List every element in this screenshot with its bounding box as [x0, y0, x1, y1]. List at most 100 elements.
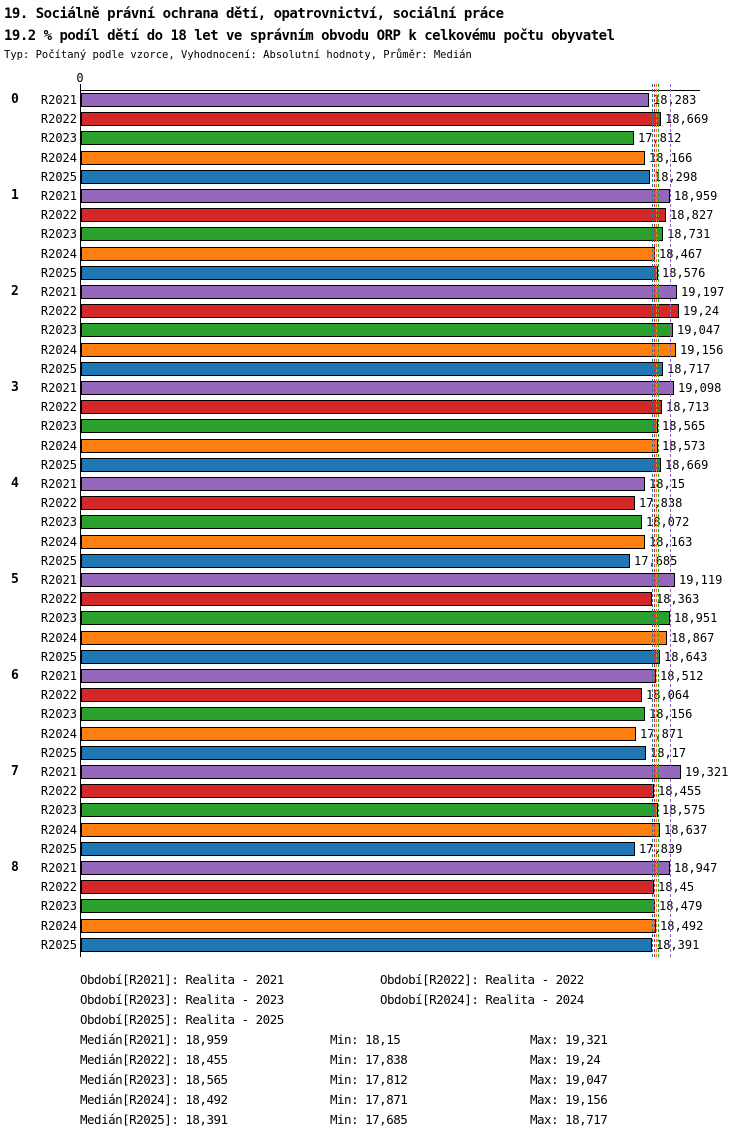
- bar-value-label: 18,492: [660, 918, 704, 933]
- bar-row-label: R2021: [40, 381, 77, 395]
- bar-value-label: 18,298: [654, 169, 698, 184]
- bar-row-label: R2022: [40, 880, 77, 895]
- bar-row-label: R2023: [40, 515, 77, 530]
- bar: [81, 189, 670, 203]
- legend-median-label: Medián[R2022]: 18,455: [80, 1052, 228, 1067]
- bar-value-label: 18,717: [667, 361, 711, 376]
- bar: [81, 342, 676, 357]
- legend-min-label: Min: 17,871: [330, 1092, 408, 1107]
- legend-period-label: Období[R2025]: Realita - 2025: [80, 1012, 284, 1027]
- bar-row-label: R2025: [40, 169, 77, 184]
- bar-value-label: 18,283: [653, 93, 697, 107]
- bar-row-label: R2024: [40, 630, 77, 645]
- bar-value-label: 18,947: [674, 861, 718, 875]
- bar-row-label: R2024: [40, 726, 77, 741]
- legend-min-label: Min: 17,685: [330, 1112, 408, 1127]
- bar: [81, 573, 675, 587]
- bar: [81, 131, 634, 146]
- bar-value-label: 18,643: [664, 649, 708, 664]
- bar-row-label: R2022: [40, 208, 77, 223]
- bar-value-label: 18,669: [665, 112, 709, 127]
- bar: [81, 630, 667, 645]
- bar-row-label: R2021: [40, 861, 77, 875]
- bar-value-label: 19,156: [680, 342, 724, 357]
- bar-row-label: R2023: [40, 131, 77, 146]
- legend-max-label: Max: 19,24: [530, 1052, 601, 1067]
- bar-value-label: 18,827: [670, 208, 714, 223]
- bar: [81, 265, 658, 280]
- bar: [81, 592, 652, 607]
- bar-row-label: R2024: [40, 438, 77, 453]
- bar-value-label: 18,455: [658, 784, 702, 799]
- bar-value-label: 18,17: [650, 745, 687, 760]
- group-label: 7: [11, 764, 19, 779]
- median-line: [654, 84, 655, 957]
- legend-max-label: Max: 19,156: [530, 1092, 608, 1107]
- group-label: 3: [11, 380, 19, 395]
- group-label: 1: [11, 188, 19, 203]
- bar-value-label: 19,119: [679, 573, 723, 587]
- bar-value-label: 17,812: [638, 131, 682, 146]
- bar: [81, 822, 660, 837]
- bar-row-label: R2025: [40, 553, 77, 568]
- bar-row-label: R2022: [40, 592, 77, 607]
- legend-median-label: Medián[R2023]: 18,565: [80, 1072, 228, 1087]
- x-axis-origin-label: 0: [76, 71, 84, 85]
- bar: [81, 323, 673, 338]
- bar-value-label: 17,685: [634, 553, 678, 568]
- bar-row-label: R2025: [40, 745, 77, 760]
- median-line: [656, 84, 657, 957]
- legend-max-label: Max: 18,717: [530, 1112, 608, 1127]
- bar: [81, 285, 677, 299]
- bar: [81, 112, 661, 127]
- legend-max-label: Max: 19,321: [530, 1032, 608, 1047]
- bar-value-label: 17,839: [639, 841, 683, 856]
- bar-value-label: 18,467: [659, 246, 703, 261]
- bar-row-label: R2023: [40, 227, 77, 242]
- legend-period-label: Období[R2021]: Realita - 2021: [80, 972, 284, 987]
- bar: [81, 93, 649, 107]
- bar-row-label: R2024: [40, 822, 77, 837]
- bar: [81, 246, 655, 261]
- bar: [81, 784, 654, 799]
- bar-value-label: 18,731: [667, 227, 711, 242]
- bar-value-label: 17,838: [639, 496, 683, 511]
- bar-row-label: R2025: [40, 361, 77, 376]
- bar-value-label: 18,45: [658, 880, 695, 895]
- bar-value-label: 19,197: [681, 285, 725, 299]
- bar-row-label: R2024: [40, 342, 77, 357]
- bar-row-label: R2021: [40, 573, 77, 587]
- bar-row-label: R2023: [40, 707, 77, 722]
- bar-row-label: R2022: [40, 784, 77, 799]
- bar: [81, 803, 658, 818]
- bar-row-label: R2022: [40, 688, 77, 703]
- bar-row-label: R2021: [40, 285, 77, 299]
- bar-row-label: R2021: [40, 765, 77, 779]
- bar-row-label: R2025: [40, 265, 77, 280]
- legend-max-label: Max: 19,047: [530, 1072, 608, 1087]
- legend-period-label: Období[R2023]: Realita - 2023: [80, 992, 284, 1007]
- chart-area: 0 0 R2021 18,283 R2022 18,669 R2023 17,812 R202…: [11, 71, 728, 957]
- bar: [81, 400, 662, 415]
- bar-row-label: R2023: [40, 611, 77, 626]
- bar: [81, 937, 652, 952]
- group-label: 6: [11, 668, 19, 683]
- bar: [81, 477, 645, 491]
- legend-period-label: Období[R2024]: Realita - 2024: [380, 992, 584, 1007]
- bar-value-label: 17,871: [640, 726, 684, 741]
- page-title: 19. Sociálně právní ochrana dětí, opatro…: [4, 6, 504, 22]
- bar: [81, 707, 645, 722]
- bar-value-label: 18,576: [662, 265, 706, 280]
- bar-row-label: R2022: [40, 304, 77, 319]
- bar: [81, 381, 674, 395]
- legend-min-label: Min: 17,838: [330, 1052, 408, 1067]
- legend-median-label: Medián[R2025]: 18,391: [80, 1112, 228, 1127]
- bar: [81, 611, 670, 626]
- bar: [81, 918, 656, 933]
- bar: [81, 208, 666, 223]
- bar: [81, 765, 681, 779]
- bar: [81, 688, 642, 703]
- group-label: 8: [11, 860, 19, 875]
- bar: [81, 304, 679, 319]
- bar-value-label: 19,24: [683, 304, 720, 319]
